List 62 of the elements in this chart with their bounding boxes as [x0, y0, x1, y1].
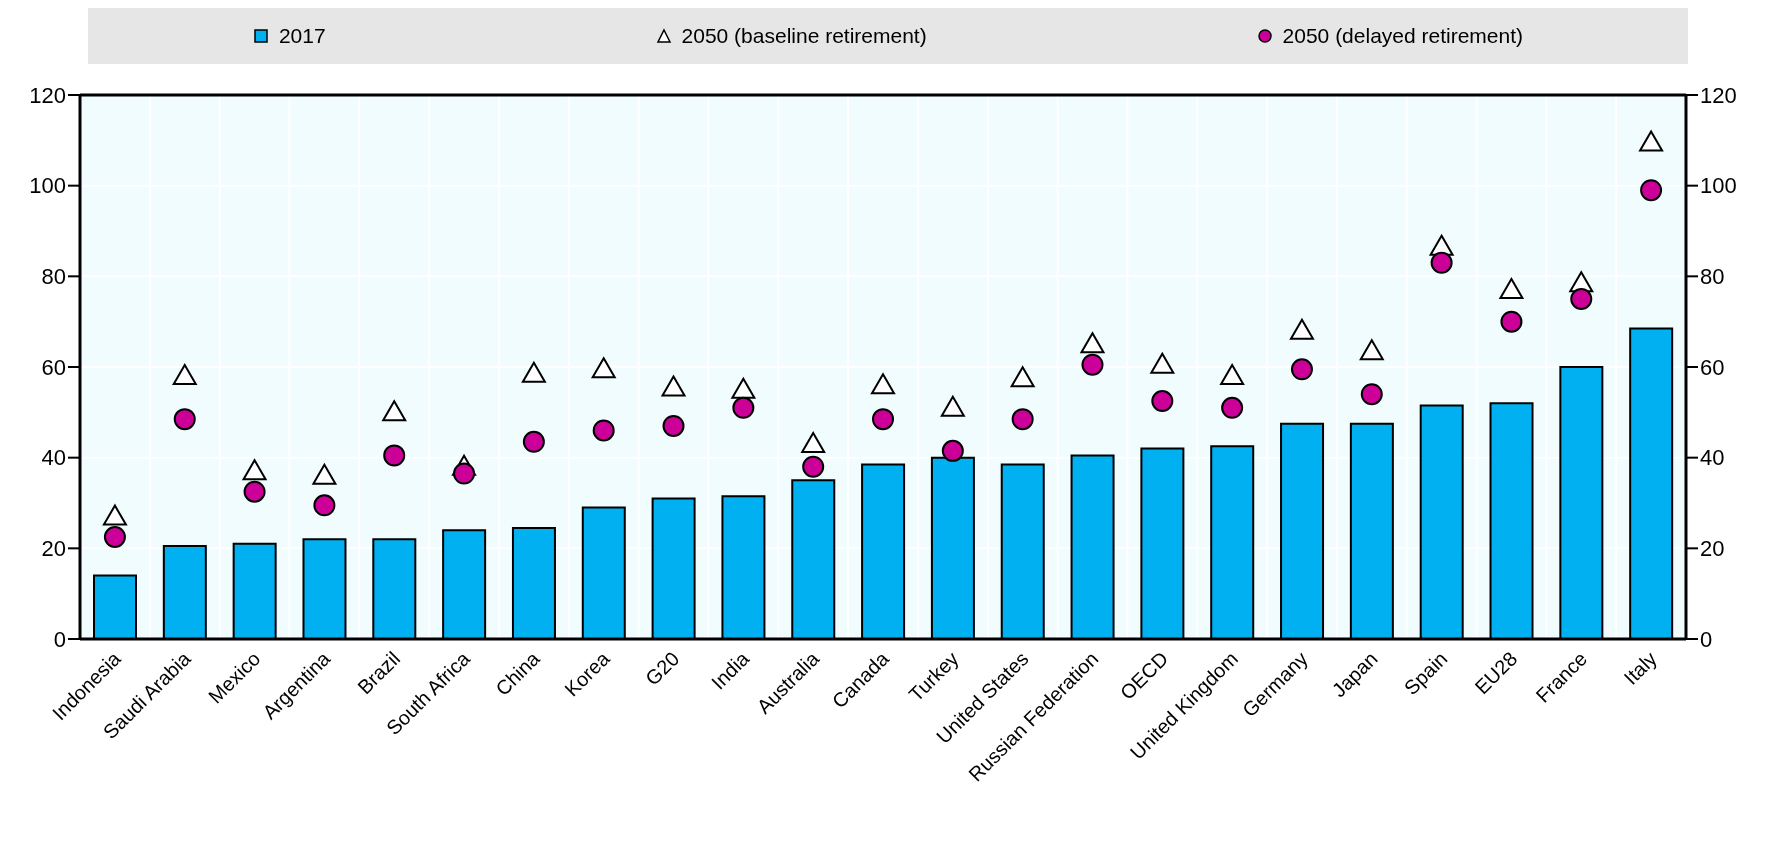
point [731, 377, 756, 399]
x-tick-label: Italy [1619, 647, 1661, 689]
point [313, 494, 336, 517]
point [661, 375, 686, 397]
point [382, 400, 407, 422]
point [243, 480, 266, 503]
point [103, 526, 126, 548]
point [801, 432, 826, 454]
y-tick-label: 120 [29, 82, 66, 108]
point [102, 504, 127, 526]
point [1220, 364, 1245, 386]
point [1430, 251, 1453, 274]
point [1499, 277, 1524, 299]
point [1221, 396, 1244, 419]
point [1360, 383, 1383, 406]
point [453, 462, 476, 485]
y-tick-label: 80 [41, 264, 66, 290]
point [872, 408, 894, 431]
y2-tick-label: 120 [1700, 82, 1737, 108]
point [1011, 408, 1034, 431]
point [1570, 288, 1593, 310]
point [1359, 339, 1384, 361]
legend-label: 2050 (delayed retirement) [1282, 24, 1524, 48]
point [1640, 179, 1663, 202]
point [1080, 332, 1105, 354]
y-tick-label: 20 [41, 536, 66, 562]
y2-tick-label: 100 [1700, 173, 1737, 199]
point [662, 414, 685, 437]
y-tick-label: 60 [41, 354, 66, 380]
point [522, 430, 545, 453]
point [1639, 130, 1664, 152]
point [940, 395, 965, 417]
point [172, 364, 197, 386]
point [383, 444, 406, 467]
y2-tick-label: 0 [1700, 626, 1713, 652]
point [1500, 310, 1523, 333]
x-tick-label: G20 [641, 647, 684, 690]
legend-label: 2050 (baseline retirement) [681, 24, 927, 48]
y-tick-label: 100 [29, 173, 66, 199]
y2-tick-label: 40 [1700, 445, 1725, 471]
point [732, 396, 755, 419]
point [1081, 353, 1104, 376]
point [802, 455, 825, 478]
point [1290, 358, 1313, 381]
point [591, 357, 616, 379]
point [941, 439, 964, 462]
point [1151, 390, 1174, 412]
point [242, 459, 267, 481]
point [592, 419, 615, 442]
legend-label: 2017 [278, 24, 326, 48]
point [312, 463, 337, 485]
point [1289, 318, 1314, 340]
point [1010, 366, 1035, 388]
point [173, 408, 196, 431]
y2-tick-label: 80 [1700, 264, 1725, 290]
point [521, 361, 546, 383]
point [871, 373, 895, 395]
y-tick-label: 40 [41, 445, 66, 471]
y-tick-label: 0 [53, 626, 66, 652]
y2-tick-label: 60 [1700, 354, 1725, 380]
y2-tick-label: 20 [1700, 536, 1725, 562]
point [1150, 352, 1175, 374]
